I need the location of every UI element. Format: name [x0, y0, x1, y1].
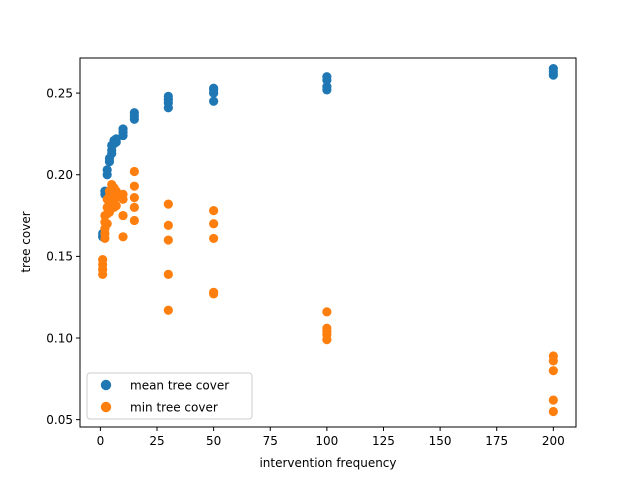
- min-tree-cover-point: [130, 193, 139, 202]
- x-tick-label: 200: [542, 434, 565, 448]
- min-tree-cover-point: [549, 366, 558, 375]
- min-tree-cover-point: [130, 182, 139, 191]
- min-tree-cover-point: [164, 270, 173, 279]
- min-tree-cover-point: [164, 221, 173, 230]
- legend-label-mean: mean tree cover: [130, 379, 229, 393]
- min-tree-cover-point: [322, 324, 331, 333]
- x-tick-label: 50: [206, 434, 221, 448]
- min-tree-cover-point: [164, 235, 173, 244]
- min-tree-cover-point: [112, 201, 121, 210]
- y-tick-label: 0.10: [46, 331, 73, 345]
- min-tree-cover-point: [209, 288, 218, 297]
- legend-label-min: min tree cover: [130, 401, 218, 415]
- x-tick-label: 0: [97, 434, 105, 448]
- mean-tree-cover-point: [130, 108, 139, 117]
- mean-tree-cover-point: [209, 97, 218, 106]
- min-tree-cover-point: [164, 306, 173, 315]
- legend-marker-mean: [101, 380, 111, 390]
- mean-tree-cover-point: [209, 84, 218, 93]
- min-tree-cover-point: [118, 211, 127, 220]
- mean-tree-cover-point: [322, 72, 331, 81]
- legend-marker-min: [101, 402, 111, 412]
- x-tick-label: 150: [429, 434, 452, 448]
- min-tree-cover-point: [130, 203, 139, 212]
- mean-tree-cover-point: [549, 64, 558, 73]
- min-tree-cover-point: [209, 206, 218, 215]
- min-tree-cover-point: [118, 190, 127, 199]
- min-tree-cover-point: [130, 167, 139, 176]
- min-tree-cover-point: [164, 200, 173, 209]
- x-tick-label: 75: [263, 434, 278, 448]
- min-tree-cover-point: [103, 219, 112, 228]
- min-tree-cover-point: [209, 234, 218, 243]
- mean-tree-cover-point: [103, 165, 112, 174]
- legend: mean tree cover min tree cover: [87, 373, 252, 419]
- mean-tree-cover-point: [118, 124, 127, 133]
- min-tree-cover-point: [98, 255, 107, 264]
- min-tree-cover-point: [549, 407, 558, 416]
- min-tree-cover-point: [549, 395, 558, 404]
- y-tick-label: 0.05: [46, 413, 73, 427]
- min-tree-cover-point: [118, 232, 127, 241]
- min-tree-cover-point: [209, 219, 218, 228]
- mean-tree-cover-point: [164, 92, 173, 101]
- x-axis-label: intervention frequency: [259, 456, 396, 470]
- min-tree-cover-point: [322, 307, 331, 316]
- y-tick-label: 0.25: [46, 86, 73, 100]
- x-tick-label: 175: [485, 434, 508, 448]
- min-tree-cover-point: [549, 351, 558, 360]
- y-tick-label: 0.15: [46, 250, 73, 264]
- y-tick-label: 0.20: [46, 168, 73, 182]
- x-tick-label: 100: [315, 434, 338, 448]
- x-tick-label: 125: [372, 434, 395, 448]
- min-tree-cover-point: [130, 216, 139, 225]
- y-axis-label: tree cover: [19, 211, 33, 272]
- x-tick-label: 25: [149, 434, 164, 448]
